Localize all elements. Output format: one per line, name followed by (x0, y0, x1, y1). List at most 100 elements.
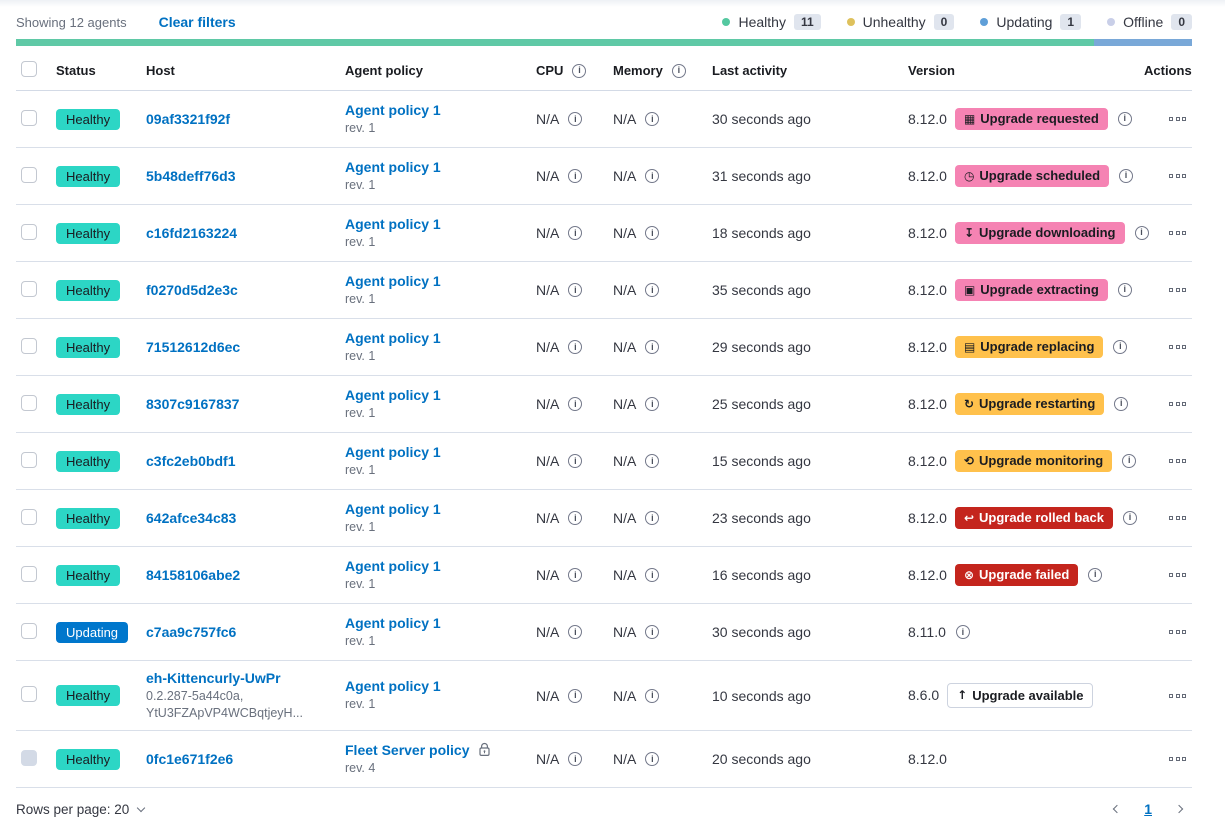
version-info-icon[interactable]: i (1117, 282, 1132, 297)
cpu-value: N/A (536, 225, 560, 241)
host-link[interactable]: 642afce34c83 (146, 510, 237, 526)
legend-count-badge: 11 (793, 14, 821, 30)
row-checkbox[interactable] (21, 223, 37, 240)
cpu-info-icon[interactable]: i (568, 625, 583, 639)
host-link[interactable]: c7aa9c757fc6 (146, 624, 237, 640)
rows-per-page-button[interactable]: Rows per page: 20 (16, 802, 146, 817)
row-actions-button[interactable] (1165, 284, 1190, 296)
row-checkbox[interactable] (21, 749, 37, 766)
cpu-info-icon[interactable]: i (568, 568, 583, 582)
row-checkbox[interactable] (21, 565, 37, 582)
legend-item-healthy[interactable]: Healthy 11 (722, 14, 821, 30)
boxes-horizontal-icon (1169, 757, 1173, 761)
memory-info-icon[interactable]: i (645, 625, 660, 639)
memory-info-icon[interactable]: i (671, 63, 686, 78)
cpu-info-icon[interactable]: i (568, 688, 583, 703)
cpu-info-icon[interactable]: i (568, 752, 583, 766)
page-number[interactable]: 1 (1144, 801, 1152, 817)
previous-page-button[interactable] (1110, 802, 1124, 816)
policy-link[interactable]: Agent policy 1 (345, 272, 441, 289)
cpu-info-icon[interactable]: i (568, 226, 583, 240)
row-checkbox[interactable] (21, 451, 37, 468)
memory-info-icon[interactable]: i (645, 169, 660, 183)
upgrade-badge: ▤ Upgrade replacing (954, 335, 1104, 359)
policy-link[interactable]: Agent policy 1 (345, 443, 441, 460)
host-link[interactable]: c3fc2eb0bdf1 (146, 453, 236, 469)
memory-info-icon[interactable]: i (645, 340, 660, 354)
cpu-info-icon[interactable]: i (568, 511, 583, 525)
cpu-info-icon[interactable]: i (568, 340, 583, 354)
row-actions-button[interactable] (1165, 569, 1190, 581)
version-info-icon[interactable]: i (1122, 510, 1137, 525)
memory-info-icon[interactable]: i (645, 397, 660, 411)
row-checkbox[interactable] (21, 394, 37, 411)
memory-info-icon[interactable]: i (645, 752, 660, 766)
policy-link[interactable]: Agent policy 1 (345, 215, 441, 232)
cpu-info-icon[interactable]: i (568, 112, 583, 126)
host-link[interactable]: f0270d5d2e3c (146, 282, 238, 298)
upgrade-badge: ▦ Upgrade requested (954, 107, 1108, 131)
clear-filters-link[interactable]: Clear filters (158, 14, 236, 30)
policy-link[interactable]: Agent policy 1 (345, 101, 441, 118)
host-link[interactable]: eh-Kittencurly-UwPr (146, 669, 281, 686)
row-actions-button[interactable] (1165, 626, 1190, 638)
memory-info-icon[interactable]: i (645, 568, 660, 582)
memory-info-icon[interactable]: i (645, 112, 660, 126)
row-actions-button[interactable] (1165, 455, 1190, 467)
version-info-icon[interactable]: i (1088, 567, 1103, 582)
select-all-checkbox[interactable] (21, 61, 37, 77)
version-info-icon[interactable]: i (1134, 225, 1149, 240)
host-link[interactable]: 8307c9167837 (146, 396, 240, 412)
cpu-info-icon[interactable]: i (572, 63, 587, 78)
cpu-info-icon[interactable]: i (568, 283, 583, 297)
memory-info-icon[interactable]: i (645, 511, 660, 525)
row-checkbox[interactable] (21, 686, 37, 702)
policy-link[interactable]: Agent policy 1 (345, 557, 441, 574)
legend-item-offline[interactable]: Offline 0 (1107, 14, 1192, 30)
policy-link[interactable]: Agent policy 1 (345, 158, 441, 175)
legend-item-unhealthy[interactable]: Unhealthy 0 (846, 14, 955, 30)
row-checkbox[interactable] (21, 166, 37, 183)
legend-item-updating[interactable]: Updating 1 (980, 14, 1082, 30)
version-info-icon[interactable]: i (1113, 339, 1128, 354)
version-info-icon[interactable]: i (955, 625, 970, 639)
row-checkbox[interactable] (21, 109, 37, 126)
row-checkbox[interactable] (21, 280, 37, 297)
row-checkbox[interactable] (21, 337, 37, 354)
policy-link[interactable]: Agent policy 1 (345, 614, 441, 631)
row-actions-button[interactable] (1165, 690, 1190, 702)
row-actions-button[interactable] (1165, 512, 1190, 524)
host-link[interactable]: 0fc1e671f2e6 (146, 751, 234, 767)
memory-info-icon[interactable]: i (645, 283, 660, 297)
version-info-icon[interactable]: i (1119, 168, 1134, 183)
row-checkbox[interactable] (21, 622, 37, 639)
next-page-button[interactable] (1172, 802, 1186, 816)
host-link[interactable]: 84158106abe2 (146, 567, 241, 583)
host-link[interactable]: 09af3321f92f (146, 111, 231, 127)
memory-info-icon[interactable]: i (645, 688, 660, 703)
row-actions-button[interactable] (1165, 753, 1190, 765)
memory-info-icon[interactable]: i (645, 454, 660, 468)
policy-link[interactable]: Agent policy 1 (345, 329, 441, 346)
cpu-value: N/A (536, 567, 560, 583)
host-link[interactable]: 5b48deff76d3 (146, 168, 236, 184)
policy-link[interactable]: Agent policy 1 (345, 500, 441, 517)
cpu-info-icon[interactable]: i (568, 454, 583, 468)
row-checkbox[interactable] (21, 508, 37, 525)
row-actions-button[interactable] (1165, 170, 1190, 182)
version-info-icon[interactable]: i (1122, 453, 1137, 468)
memory-info-icon[interactable]: i (645, 226, 660, 240)
host-link[interactable]: c16fd2163224 (146, 225, 238, 241)
version-info-icon[interactable]: i (1117, 111, 1132, 126)
policy-link[interactable]: Fleet Server policy (345, 741, 470, 758)
version-info-icon[interactable]: i (1114, 396, 1129, 411)
policy-link[interactable]: Agent policy 1 (345, 678, 441, 695)
row-actions-button[interactable] (1165, 113, 1190, 125)
row-actions-button[interactable] (1165, 341, 1190, 353)
cpu-info-icon[interactable]: i (568, 397, 583, 411)
policy-link[interactable]: Agent policy 1 (345, 386, 441, 403)
cpu-info-icon[interactable]: i (568, 169, 583, 183)
row-actions-button[interactable] (1165, 398, 1190, 410)
row-actions-button[interactable] (1165, 227, 1190, 239)
host-link[interactable]: 71512612d6ec (146, 339, 241, 355)
